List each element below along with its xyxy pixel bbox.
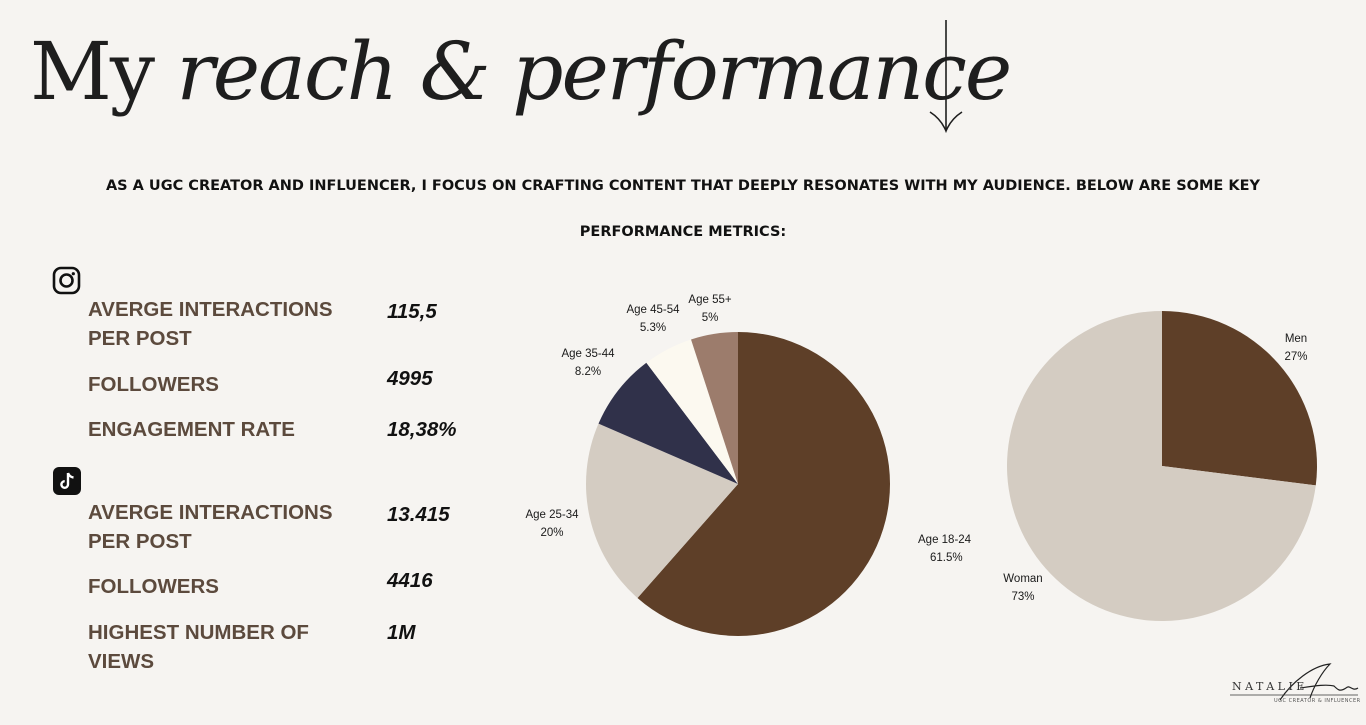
slice-label: Age 25-34 <box>525 509 579 521</box>
instagram-interactions-value: 115,5 <box>387 300 437 323</box>
pie-slice-men <box>1162 311 1318 486</box>
page-title: My reach & performance <box>30 22 1013 122</box>
slice-label: Age 45-54 <box>626 304 680 316</box>
tiktok-followers-label: FOLLOWERS <box>88 575 219 598</box>
pie-slice-age-45-54 <box>646 339 738 484</box>
slice-label: Age 55+ <box>688 294 731 306</box>
slice-label: Woman <box>1003 573 1042 585</box>
instagram-followers-label: FOLLOWERS <box>88 373 219 396</box>
intro-text-line1: AS A UGC CREATOR AND INFLUENCER, I FOCUS… <box>105 178 1261 194</box>
slice-value-label: 73% <box>1011 591 1034 603</box>
logo-tagline: UGC CREATOR & INFLUENCER <box>1274 698 1361 704</box>
arrow-down-icon <box>929 20 963 134</box>
pie-slice-woman <box>1007 311 1316 622</box>
signature-icon <box>1230 663 1359 701</box>
slice-label: Age 18-24 <box>918 534 972 546</box>
tiktok-views-value: 1M <box>387 621 416 644</box>
title-italic: reach & performance <box>176 25 1013 118</box>
intro-text-line2: PERFORMANCE METRICS: <box>579 224 787 240</box>
tiktok-interactions-value: 13.415 <box>387 503 450 526</box>
slice-value-label: 27% <box>1284 351 1307 363</box>
slice-value-label: 5.3% <box>640 322 666 334</box>
tiktok-interactions-label: AVERGE INTERACTIONS PER POST <box>88 501 333 553</box>
instagram-followers-value: 4995 <box>387 367 433 390</box>
slice-label: Men <box>1285 333 1307 345</box>
slice-value-label: 61.5% <box>930 552 963 564</box>
pie-slice-age-25-34 <box>585 423 738 599</box>
brand-logo: NATALIE UGC CREATOR & INFLUENCER <box>1222 662 1362 712</box>
slice-value-label: 20% <box>540 527 563 539</box>
instagram-icon <box>52 266 81 295</box>
instagram-engagement-label: ENGAGEMENT RATE <box>88 418 295 441</box>
pie-slice-age-18-24 <box>637 332 890 636</box>
instagram-interactions-label: AVERGE INTERACTIONS PER POST <box>88 298 333 350</box>
pie-slice-age-55- <box>691 332 738 484</box>
tiktok-views-label: HIGHEST NUMBER OF VIEWS <box>88 621 309 673</box>
slice-value-label: 5% <box>702 312 719 324</box>
title-regular: My <box>30 25 177 118</box>
slice-value-label: 8.2% <box>575 366 601 378</box>
pie-slice-age-35-44 <box>598 362 738 484</box>
logo-name: NATALIE <box>1232 680 1308 693</box>
tiktok-icon <box>53 467 81 495</box>
tiktok-followers-value: 4416 <box>387 569 433 592</box>
slice-label: Age 35-44 <box>561 348 615 360</box>
instagram-engagement-value: 18,38% <box>387 418 457 441</box>
